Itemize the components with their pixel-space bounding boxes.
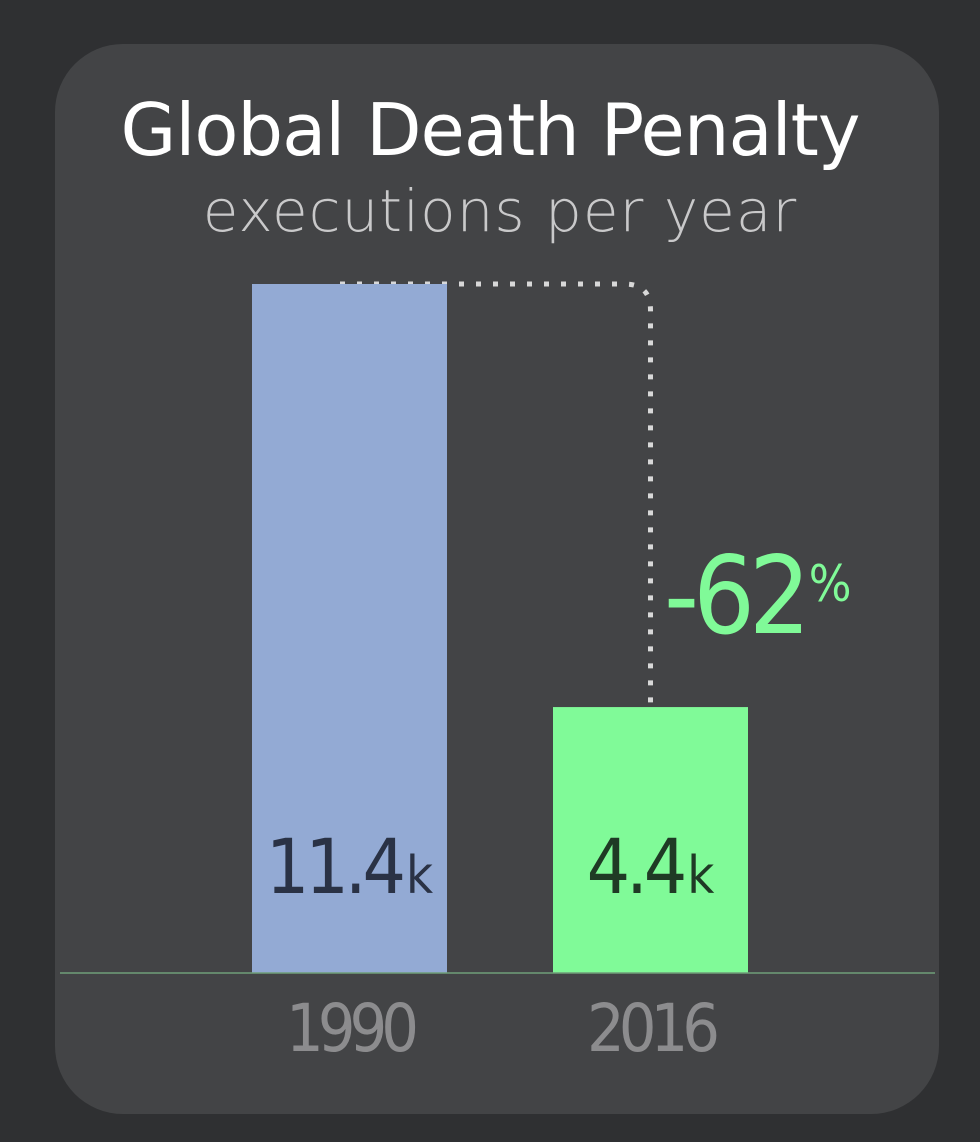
value-number: 11.4 [266,822,403,911]
chart-title: Global Death Penalty [120,88,861,172]
change-annotation: -62% [664,534,851,659]
connector-layer [340,281,653,704]
bar-2016 [553,707,748,973]
chart-subtitle: executions per year [202,177,798,245]
tick-label-2016: 2016 [587,990,717,1067]
change-connector [340,281,653,704]
value-number: 4.4 [587,822,684,911]
value-unit: k [687,846,714,906]
value-unit: k [406,846,433,906]
bars-layer [252,284,748,973]
value-label-1990: 11.4k [266,822,433,911]
value-label-2016: 4.4k [587,822,715,911]
change-value: -62 [664,534,805,659]
change-unit: % [809,555,852,613]
bar-1990 [252,284,447,973]
tick-label-1990: 1990 [286,990,415,1067]
chart-card [55,44,939,1114]
